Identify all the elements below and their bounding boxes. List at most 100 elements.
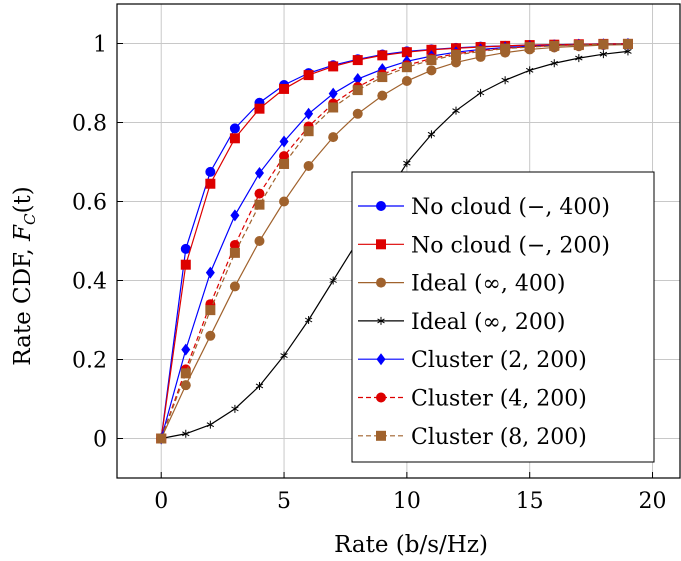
data-point — [280, 351, 288, 360]
data-point — [426, 44, 437, 55]
legend-entry: Cluster (2, 200) — [358, 348, 587, 373]
legend-marker — [376, 353, 386, 366]
x-axis-title: Rate (b/s/Hz) — [334, 532, 488, 558]
y-tick-label: 0.2 — [72, 349, 107, 374]
data-point — [303, 70, 314, 81]
y-axis-title-symbol: F — [10, 224, 36, 242]
data-point — [475, 46, 486, 57]
legend-label: Cluster (8, 200) — [411, 425, 587, 450]
data-point — [254, 103, 265, 114]
data-point — [279, 158, 290, 169]
data-point — [352, 108, 363, 119]
data-point — [229, 123, 240, 134]
legend-label: Cluster (4, 200) — [411, 387, 587, 412]
data-point — [476, 88, 485, 97]
data-point — [205, 330, 216, 341]
legend: No cloud (−, 400)No cloud (−, 200)Ideal … — [351, 171, 655, 463]
data-point — [352, 85, 363, 96]
data-point — [377, 90, 388, 101]
data-point — [304, 107, 314, 120]
legend-label: No cloud (−, 400) — [411, 195, 610, 220]
data-point — [279, 196, 290, 207]
legend-label-params: (8, 200) — [500, 425, 587, 450]
data-point — [401, 47, 412, 58]
legend-label-name: Cluster — [411, 387, 500, 412]
data-point — [598, 39, 609, 50]
data-point — [205, 266, 215, 279]
data-point — [279, 135, 289, 148]
data-point — [156, 433, 167, 444]
legend-label-name: No cloud — [411, 195, 518, 220]
data-point — [550, 59, 558, 68]
legend-marker — [376, 430, 386, 441]
data-point — [205, 166, 216, 177]
data-point — [231, 404, 239, 413]
y-tick-label: 1 — [93, 33, 107, 58]
legend-label-params: (∞, 200) — [474, 310, 565, 335]
data-point — [205, 305, 216, 316]
data-point — [254, 167, 264, 180]
data-point — [575, 54, 583, 63]
data-point — [180, 368, 191, 379]
y-tick-label: 0 — [93, 428, 107, 453]
y-tick-label: 0.6 — [72, 191, 107, 216]
data-point — [206, 420, 215, 429]
data-point — [353, 73, 363, 86]
data-point — [622, 38, 633, 49]
data-point — [328, 132, 339, 143]
data-point — [230, 209, 240, 222]
data-point — [255, 381, 264, 390]
x-tick-label: 10 — [393, 489, 421, 514]
series-3 — [157, 47, 632, 443]
legend-label: No cloud (−, 200) — [411, 233, 610, 258]
ticks: 0 5 10 15 20 0 0.2 0.4 0.6 0.8 1 — [72, 33, 667, 515]
legend-entry: No cloud (−, 400) — [358, 195, 610, 220]
legend-marker — [376, 392, 386, 403]
data-point — [304, 316, 313, 324]
data-point — [182, 429, 190, 438]
data-point — [401, 76, 412, 87]
x-tick-label: 0 — [154, 489, 168, 514]
legend-label: Ideal (∞, 200) — [411, 310, 565, 335]
data-point — [573, 40, 584, 51]
legend-entry: Ideal (∞, 400) — [358, 272, 565, 297]
legend-entry: No cloud (−, 200) — [358, 233, 610, 258]
legend-marker — [376, 201, 386, 211]
data-point — [403, 159, 411, 168]
y-tick-label: 0.4 — [72, 270, 107, 295]
y-axis-title: Rate CDF, FC(t) — [10, 186, 39, 365]
data-point — [525, 66, 534, 75]
data-point — [328, 61, 339, 72]
data-point — [451, 49, 461, 60]
legend-label: Ideal (∞, 400) — [411, 272, 565, 297]
data-point — [303, 126, 314, 137]
legend-label: Cluster (2, 200) — [411, 348, 587, 373]
series-6 — [156, 38, 633, 444]
data-point — [328, 102, 339, 113]
data-point — [452, 106, 460, 115]
data-point — [180, 243, 191, 254]
data-point — [254, 199, 265, 210]
legend-marker — [376, 239, 386, 250]
data-point — [599, 50, 608, 59]
series-line — [160, 43, 628, 439]
legend-label-name: No cloud — [411, 233, 518, 258]
plot-frame — [116, 3, 681, 479]
data-point — [501, 76, 509, 85]
legend-label-params: (−, 200) — [518, 233, 610, 258]
data-point — [377, 50, 388, 61]
data-point — [229, 133, 240, 144]
data-point — [303, 160, 314, 171]
legend-entry: Cluster (8, 200) — [358, 425, 587, 450]
data-point — [229, 281, 240, 292]
legend-marker — [377, 316, 385, 325]
data-point — [279, 151, 290, 162]
data-point — [329, 276, 337, 285]
legend-marker — [376, 277, 386, 288]
legend-box — [351, 171, 655, 463]
legend-entry: Ideal (∞, 200) — [358, 310, 565, 335]
data-point — [279, 83, 290, 94]
legend-label-name: Cluster — [411, 348, 500, 373]
data-point — [180, 259, 191, 270]
